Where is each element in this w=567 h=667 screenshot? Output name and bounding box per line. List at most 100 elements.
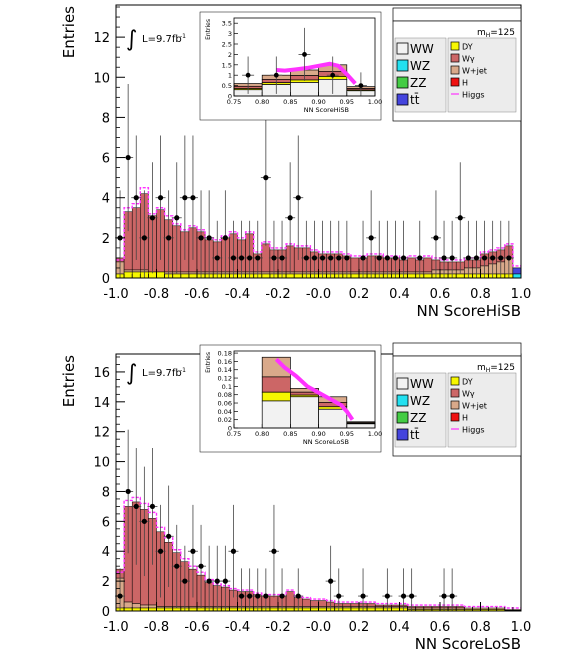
y-tick-label: 16: [93, 366, 110, 381]
data-point: [449, 255, 455, 261]
bottom-chart-panel: 0 2 4 6 8 10 12 14 16 -1.0 -0.8 -0.6 -0.4 -0.2 -0.0 0.2…: [60, 342, 531, 653]
x-tick-label: -0.6: [184, 287, 209, 302]
inset-y-tick-label: 1.5: [222, 61, 232, 69]
dy-bar: [350, 273, 360, 279]
data-point: [174, 215, 180, 221]
inset-x-tick-label: 0.85: [283, 98, 297, 106]
inset-y-tick-label: 0: [228, 425, 232, 433]
wjet-bar: [423, 271, 433, 275]
inset-y-tick-label: 1: [228, 72, 232, 80]
title-box: [392, 342, 522, 357]
data-point: [433, 235, 439, 241]
data-point: [295, 195, 301, 201]
wjet-bar: [131, 269, 141, 273]
data-point: [457, 215, 463, 221]
inset-ww-bar: [290, 82, 319, 97]
dy-bar: [407, 273, 416, 279]
x-tick-label: 0.2: [349, 287, 370, 302]
legend-swatch-zz: [396, 76, 409, 89]
data-point: [125, 488, 131, 495]
y-tick-label: 2: [102, 232, 110, 247]
y-tick-label: 10: [93, 71, 110, 86]
legend-swatch-ww: [396, 42, 409, 55]
wgamma-bar: [366, 603, 376, 607]
inset-higgs-curve: [276, 61, 357, 85]
data-point: [182, 578, 188, 584]
y-tick-label: 2: [102, 575, 110, 590]
x-tick-label: -1.0: [103, 287, 128, 302]
x-tick-label: -0.0: [306, 287, 331, 302]
legend-swatch-wjet: [450, 65, 460, 75]
legend-swatch-dy: [450, 41, 460, 51]
inset-x-tick-label: 1.00: [368, 430, 382, 438]
x-tick-label: 0.6: [430, 620, 451, 635]
y-tick-label: 12: [93, 31, 110, 46]
y-tick-label: 4: [102, 192, 110, 207]
y-tick-label: 8: [102, 111, 110, 126]
mass-value: =125: [490, 363, 515, 373]
wjet-bar: [123, 601, 133, 609]
legend-swatch-h: [450, 412, 460, 422]
legend-label-h: H: [462, 414, 468, 423]
x-tick-label: -0.8: [144, 287, 169, 302]
mass-symbol: m: [477, 28, 486, 38]
wgamma-bar: [350, 257, 360, 273]
inset-y-tick-label: 2: [228, 51, 232, 59]
x-tick-label: -0.6: [184, 620, 209, 635]
data-point: [190, 195, 196, 201]
inset-x-tick-label: 0.95: [340, 430, 354, 438]
dy-bar: [123, 271, 133, 279]
dy-bar: [423, 273, 433, 279]
higgs-signal-line: [116, 496, 521, 609]
inset-ww-bar: [290, 396, 319, 429]
inset-frame: [233, 350, 376, 429]
x-tick-label: 0.8: [470, 287, 491, 302]
data-point: [166, 235, 172, 241]
inset-x-tick-label: 0.95: [340, 98, 354, 106]
luminosity-label: L=9.7fb: [142, 34, 182, 45]
x-tick-label: 0.6: [430, 287, 451, 302]
bottom-inset-plot: 00.020.040.060.080.10.120.140.160.18 0.75…: [199, 344, 382, 453]
x-tick-label: 1.0: [511, 287, 532, 302]
inset-x-tick-label: 1.00: [368, 98, 382, 106]
inset-dy-bar: [261, 391, 291, 402]
integral-symbol: ∫: [126, 27, 137, 52]
wgamma-bar: [261, 243, 271, 273]
x-tick-label: -1.0: [103, 620, 128, 635]
data-point: [157, 195, 164, 201]
data-point: [263, 593, 269, 599]
data-point: [222, 235, 228, 241]
y-tick-label: 4: [102, 545, 110, 560]
mass-value: =125: [490, 28, 515, 38]
legend-label-zz: ZZ: [410, 76, 426, 90]
dy-bar: [188, 273, 198, 279]
data-point: [465, 255, 471, 261]
x-tick-label: -0.0: [306, 620, 331, 635]
wjet-bar: [131, 603, 141, 609]
legend-swatch-h: [450, 77, 460, 87]
data-point: [449, 593, 455, 599]
data-point: [198, 235, 204, 241]
data-point: [230, 255, 237, 261]
legend-swatch-wz: [396, 394, 409, 407]
data-point: [157, 548, 164, 554]
legend-label-ww: WW: [410, 42, 434, 56]
legend-swatch-tt: [396, 93, 409, 106]
inset-x-tick-label: 0.80: [255, 430, 269, 438]
legend-label-higgs: Higgs: [462, 426, 485, 435]
dy-bar: [285, 273, 295, 279]
y-tick-label: 10: [93, 456, 110, 471]
y-axis-title: Entries: [60, 6, 78, 58]
inset-y-axis-title: Entries: [205, 352, 212, 373]
data-point: [392, 255, 399, 261]
mass-symbol: m: [477, 363, 486, 373]
data-point: [481, 255, 488, 261]
inset-x-tick-label: 0.90: [311, 430, 325, 438]
data-point: [222, 578, 228, 584]
data-point: [166, 533, 172, 539]
wjet-bar: [148, 604, 157, 609]
mass-label: mH=125: [477, 28, 515, 39]
